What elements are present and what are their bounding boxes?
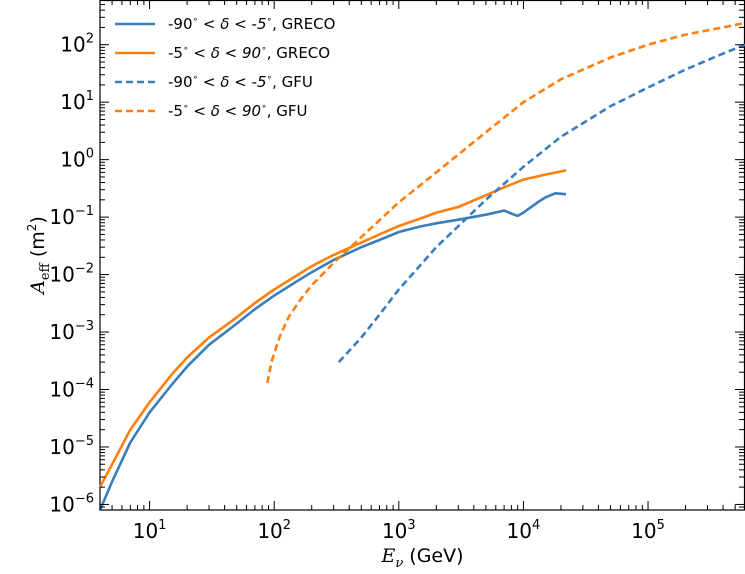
x-tick-label: 103 (382, 518, 416, 543)
y-tick-label: 10−1 (49, 204, 94, 229)
legend: -90∘ < δ < -5∘, GRECO -5∘ < δ < 90∘, GREC… (115, 15, 335, 120)
legend-label-4: -5∘ < δ < 90∘, GFU (168, 102, 308, 120)
x-tick-label: 105 (631, 518, 665, 543)
series-line-4 (266, 21, 745, 384)
y-tick-label: 10−3 (49, 319, 94, 344)
legend-label-2: -5∘ < δ < 90∘, GRECO (168, 44, 330, 62)
x-tick-label: 104 (507, 518, 541, 543)
series-line-2 (98, 169, 567, 488)
legend-entry-4: -5∘ < δ < 90∘, GFU (115, 102, 308, 120)
legend-entry-2: -5∘ < δ < 90∘, GRECO (115, 44, 330, 62)
legend-label-1: -90∘ < δ < -5∘, GRECO (168, 15, 335, 33)
x-axis-ticks: 101 102 103 104 105 (99, 0, 745, 543)
x-tick-label: 102 (257, 518, 291, 543)
legend-entry-3: -90∘ < δ < -5∘, GFU (115, 73, 313, 91)
x-tick-label: 101 (133, 518, 167, 543)
y-tick-label: 10−2 (49, 262, 94, 287)
y-tick-label: 10−6 (49, 491, 94, 516)
series-line-3 (337, 43, 745, 363)
series-layer (98, 21, 745, 511)
y-tick-label: 102 (60, 32, 94, 57)
y-tick-label: 101 (60, 89, 94, 114)
x-axis-label: Eν (GeV) (380, 545, 463, 571)
y-axis-ticks: 10−6 10−5 10−4 10−3 10−2 10−1 100 101 102 (49, 0, 744, 516)
legend-label-3: -90∘ < δ < -5∘, GFU (168, 73, 313, 91)
y-tick-label: 10−4 (49, 377, 94, 402)
legend-entry-1: -90∘ < δ < -5∘, GRECO (115, 15, 335, 33)
y-tick-label: 100 (60, 147, 94, 172)
series-line-1 (98, 192, 567, 511)
y-tick-label: 10−5 (49, 434, 94, 459)
y-axis-label: Aeff (m2) (25, 216, 53, 296)
